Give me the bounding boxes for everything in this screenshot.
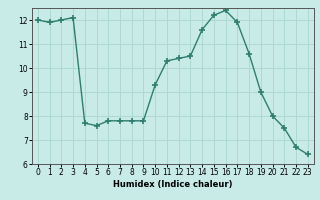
- X-axis label: Humidex (Indice chaleur): Humidex (Indice chaleur): [113, 180, 233, 189]
